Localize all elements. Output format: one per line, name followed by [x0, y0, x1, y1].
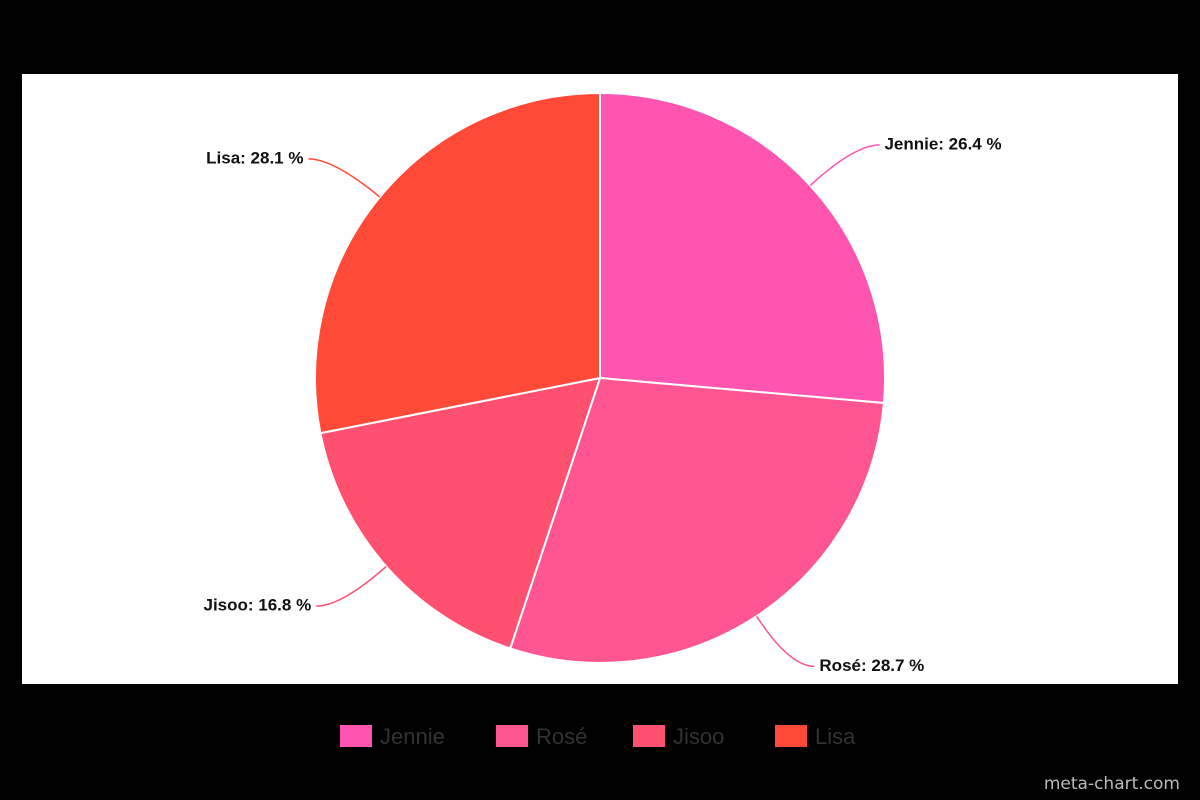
credit: meta-chart.com [1044, 774, 1180, 794]
legend-label: Lisa [815, 724, 856, 749]
legend-label: Jennie [380, 724, 445, 749]
leader-line [316, 565, 387, 607]
pie-slice [508, 376, 885, 664]
legend-swatch [340, 725, 372, 747]
pie-slice [599, 91, 886, 405]
legend-label: Jisoo [673, 724, 724, 749]
leader-line [755, 615, 815, 668]
data-label: Jennie: 26.4 % [884, 134, 1001, 153]
legend-swatch [775, 725, 807, 747]
leader-line [308, 158, 381, 198]
legend-swatch [633, 725, 665, 747]
pie-slice [319, 376, 602, 650]
data-label: Rosé: 28.7 % [819, 656, 924, 675]
data-label: Lisa: 28.1 % [206, 148, 303, 167]
legend-swatch [496, 725, 528, 747]
leader-line [809, 144, 880, 187]
data-label: Jisoo: 16.8 % [203, 596, 311, 615]
legend-label: Rosé [536, 724, 587, 749]
